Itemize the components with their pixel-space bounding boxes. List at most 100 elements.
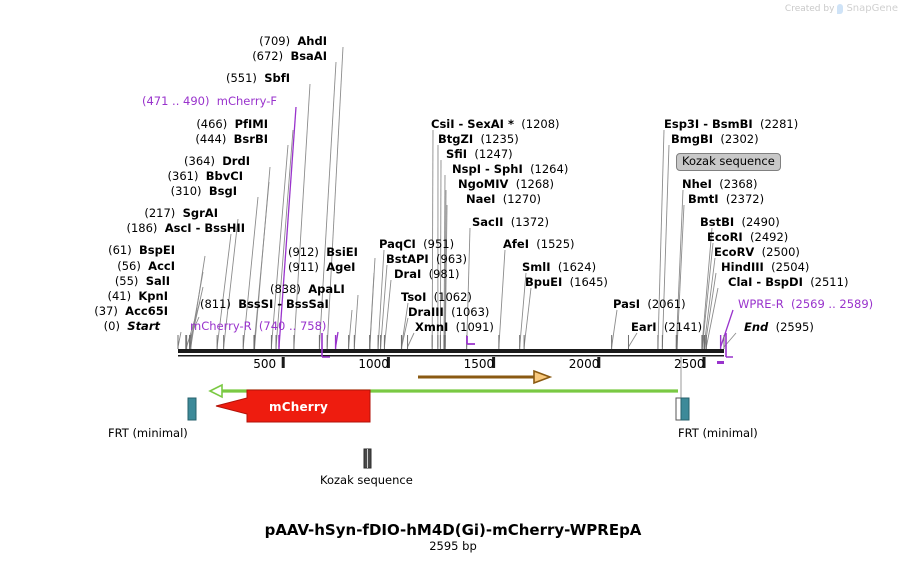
site-label-eari[interactable]: EarI (2141) bbox=[631, 321, 702, 334]
site-enzyme-name: BtgZI bbox=[438, 132, 474, 146]
site-label-acc65i[interactable]: (37) Acc65I bbox=[94, 305, 168, 318]
site-label-drai[interactable]: DraI (981) bbox=[394, 268, 460, 281]
site-label-bsrbi[interactable]: (444) BsrBI bbox=[195, 133, 268, 146]
site-position: (1525) bbox=[536, 237, 575, 251]
site-enzyme-name: ClaI - BspDI bbox=[728, 275, 803, 289]
site-label-acci[interactable]: (56) AccI bbox=[117, 260, 175, 273]
site-label-bsiei[interactable]: (912) BsiEI bbox=[288, 246, 358, 259]
leader-line bbox=[318, 61, 337, 348]
site-label-sgrai[interactable]: (217) SgrAI bbox=[144, 207, 218, 220]
site-enzyme-name: mCherry-R bbox=[190, 319, 252, 333]
site-label-mcherry-r[interactable]: mCherry-R (740 .. 758) bbox=[190, 320, 326, 333]
site-label-csii-sexai[interactable]: CsiI - SexAI * (1208) bbox=[431, 118, 560, 131]
site-enzyme-name: KpnI bbox=[138, 289, 168, 303]
leader-line bbox=[278, 106, 297, 348]
site-label-btgzi[interactable]: BtgZI (1235) bbox=[438, 133, 519, 146]
site-label-agei[interactable]: (911) AgeI bbox=[288, 261, 355, 274]
ruler-major-tick bbox=[281, 357, 285, 368]
site-position: (61) bbox=[108, 243, 132, 257]
leader-line bbox=[401, 302, 409, 348]
site-position: (740 .. 758) bbox=[258, 319, 327, 333]
site-position: (217) bbox=[144, 206, 176, 220]
orange-feature-arrow[interactable] bbox=[418, 369, 553, 385]
site-label-nhei[interactable]: NheI (2368) bbox=[682, 178, 757, 191]
kozak-sequence-badge[interactable]: Kozak sequence bbox=[676, 153, 781, 171]
ruler-major-ticks bbox=[281, 357, 706, 368]
frt-left-marker[interactable] bbox=[187, 397, 197, 421]
site-enzyme-name: TsoI bbox=[401, 290, 427, 304]
site-enzyme-name: DrdI bbox=[222, 154, 250, 168]
site-label-apali[interactable]: (838) ApaLI bbox=[270, 283, 345, 296]
site-label-pfimi[interactable]: (466) PfIMI bbox=[196, 118, 268, 131]
site-enzyme-name: BbvCI bbox=[205, 169, 243, 183]
site-label-ecori[interactable]: EcoRI (2492) bbox=[707, 231, 788, 244]
site-label-wpre-r[interactable]: WPRE-R (2569 .. 2589) bbox=[738, 298, 873, 311]
site-label-bsgi[interactable]: (310) BsgI bbox=[171, 185, 237, 198]
site-label-sbfi[interactable]: (551) SbfI bbox=[226, 72, 290, 85]
site-position: (2490) bbox=[741, 215, 780, 229]
site-label-esp3i-bsmbi[interactable]: Esp3I - BsmBI (2281) bbox=[664, 118, 798, 131]
site-label-xmni[interactable]: XmnI (1091) bbox=[415, 321, 494, 334]
leader-line bbox=[380, 264, 388, 348]
kozak-sequence-marker[interactable] bbox=[363, 448, 372, 469]
site-position: (2504) bbox=[771, 260, 810, 274]
site-label-bsssi-bsssai[interactable]: (811) BssSI - BssSaI bbox=[200, 298, 329, 311]
site-enzyme-name: BmtI bbox=[688, 192, 719, 206]
site-label-mcherry-f[interactable]: (471 .. 490) mCherry-F bbox=[142, 95, 277, 108]
site-label-paqci[interactable]: PaqCI (951) bbox=[379, 238, 454, 251]
site-label-ecorv[interactable]: EcoRV (2500) bbox=[714, 246, 800, 259]
site-enzyme-name: PasI bbox=[613, 297, 641, 311]
site-enzyme-name: AgeI bbox=[326, 260, 356, 274]
site-label-draiii[interactable]: DraIII (1063) bbox=[408, 306, 489, 319]
site-position: (1235) bbox=[480, 132, 519, 146]
site-label-clai-bspdi[interactable]: ClaI - BspDI (2511) bbox=[728, 276, 848, 289]
site-label-bmti[interactable]: BmtI (2372) bbox=[688, 193, 764, 206]
mcherry-cds-arrow[interactable] bbox=[215, 389, 371, 423]
site-label-sali[interactable]: (55) SalI bbox=[115, 275, 170, 288]
site-label-bmgbi[interactable]: BmgBI (2302) bbox=[671, 133, 759, 146]
leader-line bbox=[223, 218, 239, 348]
primer-tick-mcherry-r bbox=[466, 336, 475, 345]
site-label-sacii[interactable]: SacII (1372) bbox=[472, 216, 549, 229]
site-label-kpni[interactable]: (41) KpnI bbox=[107, 290, 168, 303]
site-label-bbvci[interactable]: (361) BbvCI bbox=[168, 170, 243, 183]
site-label-bspei[interactable]: (61) BspEI bbox=[108, 244, 175, 257]
leader-line bbox=[444, 189, 447, 348]
site-enzyme-name: BstBI bbox=[700, 215, 735, 229]
leader-line bbox=[498, 249, 506, 348]
site-label-bpuei[interactable]: BpuEI (1645) bbox=[525, 276, 608, 289]
site-enzyme-name: BstAPI bbox=[386, 252, 429, 266]
site-label-hindiii[interactable]: HindIII (2504) bbox=[721, 261, 809, 274]
site-position: (310) bbox=[170, 184, 202, 198]
leader-line bbox=[242, 196, 259, 348]
site-label-naei[interactable]: NaeI (1270) bbox=[466, 193, 541, 206]
frt-right-marker[interactable] bbox=[675, 397, 690, 421]
site-label-afei[interactable]: AfeI (1525) bbox=[503, 238, 575, 251]
site-label-ahdi[interactable]: (709) AhdI bbox=[259, 35, 327, 48]
site-label-tsoi[interactable]: TsoI (1062) bbox=[401, 291, 472, 304]
snapgene-watermark: Created by SnapGene bbox=[785, 3, 898, 14]
site-label-ngomiv[interactable]: NgoMIV (1268) bbox=[458, 178, 554, 191]
site-position: (361) bbox=[167, 169, 199, 183]
site-label-start[interactable]: (0) Start bbox=[104, 320, 160, 333]
leader-line bbox=[407, 332, 415, 348]
backbone-line bbox=[178, 349, 724, 353]
site-label-nspi-sphi[interactable]: NspI - SphI (1264) bbox=[452, 163, 568, 176]
site-enzyme-name: SmlI bbox=[522, 260, 551, 274]
site-label-bsaai[interactable]: (672) BsaAI bbox=[252, 50, 327, 63]
site-label-drdi[interactable]: (364) DrdI bbox=[184, 155, 250, 168]
site-label-bstbi[interactable]: BstBI (2490) bbox=[700, 216, 780, 229]
site-label-pasi[interactable]: PasI (2061) bbox=[613, 298, 686, 311]
site-label-asci-bsshii[interactable]: (186) AscI - BssHII bbox=[126, 222, 245, 235]
site-label-end[interactable]: End (2595) bbox=[744, 321, 814, 334]
site-label-sfii[interactable]: SfiI (1247) bbox=[446, 148, 513, 161]
site-position: (2302) bbox=[720, 132, 759, 146]
site-label-bstapi[interactable]: BstAPI (963) bbox=[386, 253, 467, 266]
site-enzyme-name: SacII bbox=[472, 215, 504, 229]
site-position: (56) bbox=[117, 259, 141, 273]
site-position: (1062) bbox=[433, 290, 472, 304]
site-label-smli[interactable]: SmlI (1624) bbox=[522, 261, 596, 274]
site-enzyme-name: DraI bbox=[394, 267, 422, 281]
site-enzyme-name: NspI - SphI bbox=[452, 162, 523, 176]
